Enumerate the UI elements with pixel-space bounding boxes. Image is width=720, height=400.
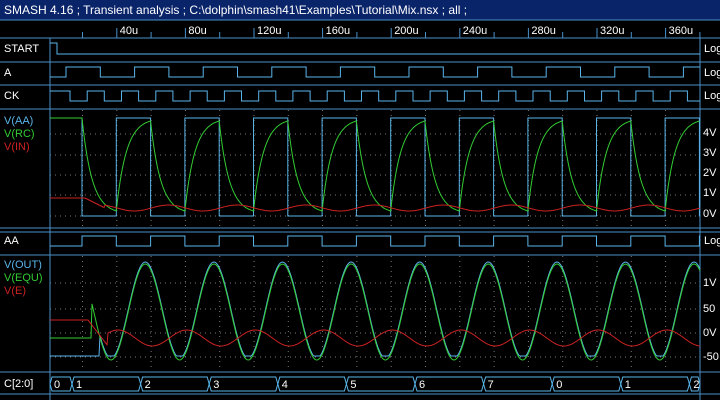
trace-v-aa: [50, 117, 700, 217]
tick-3v: 3V: [703, 147, 717, 159]
time-label: 240u: [463, 25, 487, 37]
bus-segment: [208, 376, 279, 392]
bus-segment: [277, 376, 347, 392]
signal-label-v-rc[interactable]: V(RC): [4, 128, 35, 140]
bus-value: 1: [76, 379, 82, 391]
time-label: 120u: [257, 25, 281, 37]
bus-value: 2: [693, 379, 699, 391]
bus-segment: [345, 376, 416, 392]
bus-value: 4: [282, 379, 288, 391]
trace-ck: [50, 90, 700, 102]
signal-label-v-aa[interactable]: V(AA): [4, 115, 33, 127]
trace-start: [50, 42, 700, 55]
signal-label-a[interactable]: A: [4, 67, 12, 79]
bus-segment: [688, 376, 701, 392]
tick-50: 50: [703, 303, 715, 315]
title-bar: SMASH 4.16 ; Transient analysis ; C:\dol…: [0, 0, 720, 20]
time-label: 40u: [120, 25, 138, 37]
signal-label-v-in[interactable]: V(IN): [4, 141, 30, 153]
bus-value: 5: [350, 379, 356, 391]
bus-segment: [140, 376, 210, 392]
signal-label-v-equ[interactable]: V(EQU): [4, 272, 43, 284]
tick-minus-50: -50: [703, 351, 719, 363]
tick-2v: 2V: [703, 167, 717, 179]
unit-label-a: Log: [704, 67, 720, 79]
tick-0v: 0V: [703, 208, 717, 220]
bus-segment: [483, 376, 553, 392]
bus-value: 2: [145, 379, 151, 391]
trace-v-in: [50, 197, 701, 212]
trace-a: [50, 66, 700, 78]
waveform-traces: [50, 42, 701, 361]
tick-1v: 1V: [703, 187, 717, 199]
signal-label-v-out[interactable]: V(OUT): [4, 259, 42, 271]
bus-segment: [71, 376, 142, 392]
bus-value: 3: [213, 379, 219, 391]
trace-v-rc: [50, 117, 700, 212]
bus-value: 6: [419, 379, 425, 391]
time-label: 160u: [326, 25, 350, 37]
grid-lines: [50, 110, 701, 371]
tick-4v: 4V: [703, 127, 717, 139]
bus-value: 7: [488, 379, 494, 391]
time-label: 80u: [188, 25, 206, 37]
time-label: 320u: [600, 25, 624, 37]
signal-label-ck[interactable]: CK: [4, 90, 20, 102]
unit-label-start: Log: [704, 43, 720, 55]
tick-0v-out: 0V: [703, 327, 717, 339]
bus-segment: [49, 376, 73, 392]
time-label: 360u: [669, 25, 693, 37]
signal-label-aa[interactable]: AA: [4, 235, 19, 247]
bus-value: 0: [556, 379, 562, 391]
time-label: 280u: [531, 25, 555, 37]
bus-segment: [414, 376, 485, 392]
bus-waveform-c: 0 1 2 3 4 5 6 7 0 1 2: [49, 376, 701, 392]
bus-segment: [620, 376, 690, 392]
trace-v-e: [50, 319, 701, 347]
bus-segment: [551, 376, 622, 392]
bus-value: 1: [625, 379, 631, 391]
unit-label-ck: Log: [704, 90, 720, 102]
signal-label-v-e[interactable]: V(E): [4, 285, 26, 297]
time-axis: 40u 80u 120u 160u 200u 240u 280u 320u 360u: [120, 25, 693, 37]
signal-label-bus-c[interactable]: C[2:0]: [4, 378, 33, 390]
tick-1v-out: 1V: [703, 277, 717, 289]
time-label: 200u: [394, 25, 418, 37]
trace-v-equ: [50, 263, 701, 361]
unit-label-aa: Log: [704, 235, 720, 247]
window-title: SMASH 4.16 ; Transient analysis ; C:\dol…: [4, 3, 468, 17]
bus-value: 0: [54, 379, 60, 391]
trace-aa-digital: [50, 235, 700, 247]
signal-label-start[interactable]: START: [4, 43, 39, 55]
panel-frames: [0, 19, 720, 400]
